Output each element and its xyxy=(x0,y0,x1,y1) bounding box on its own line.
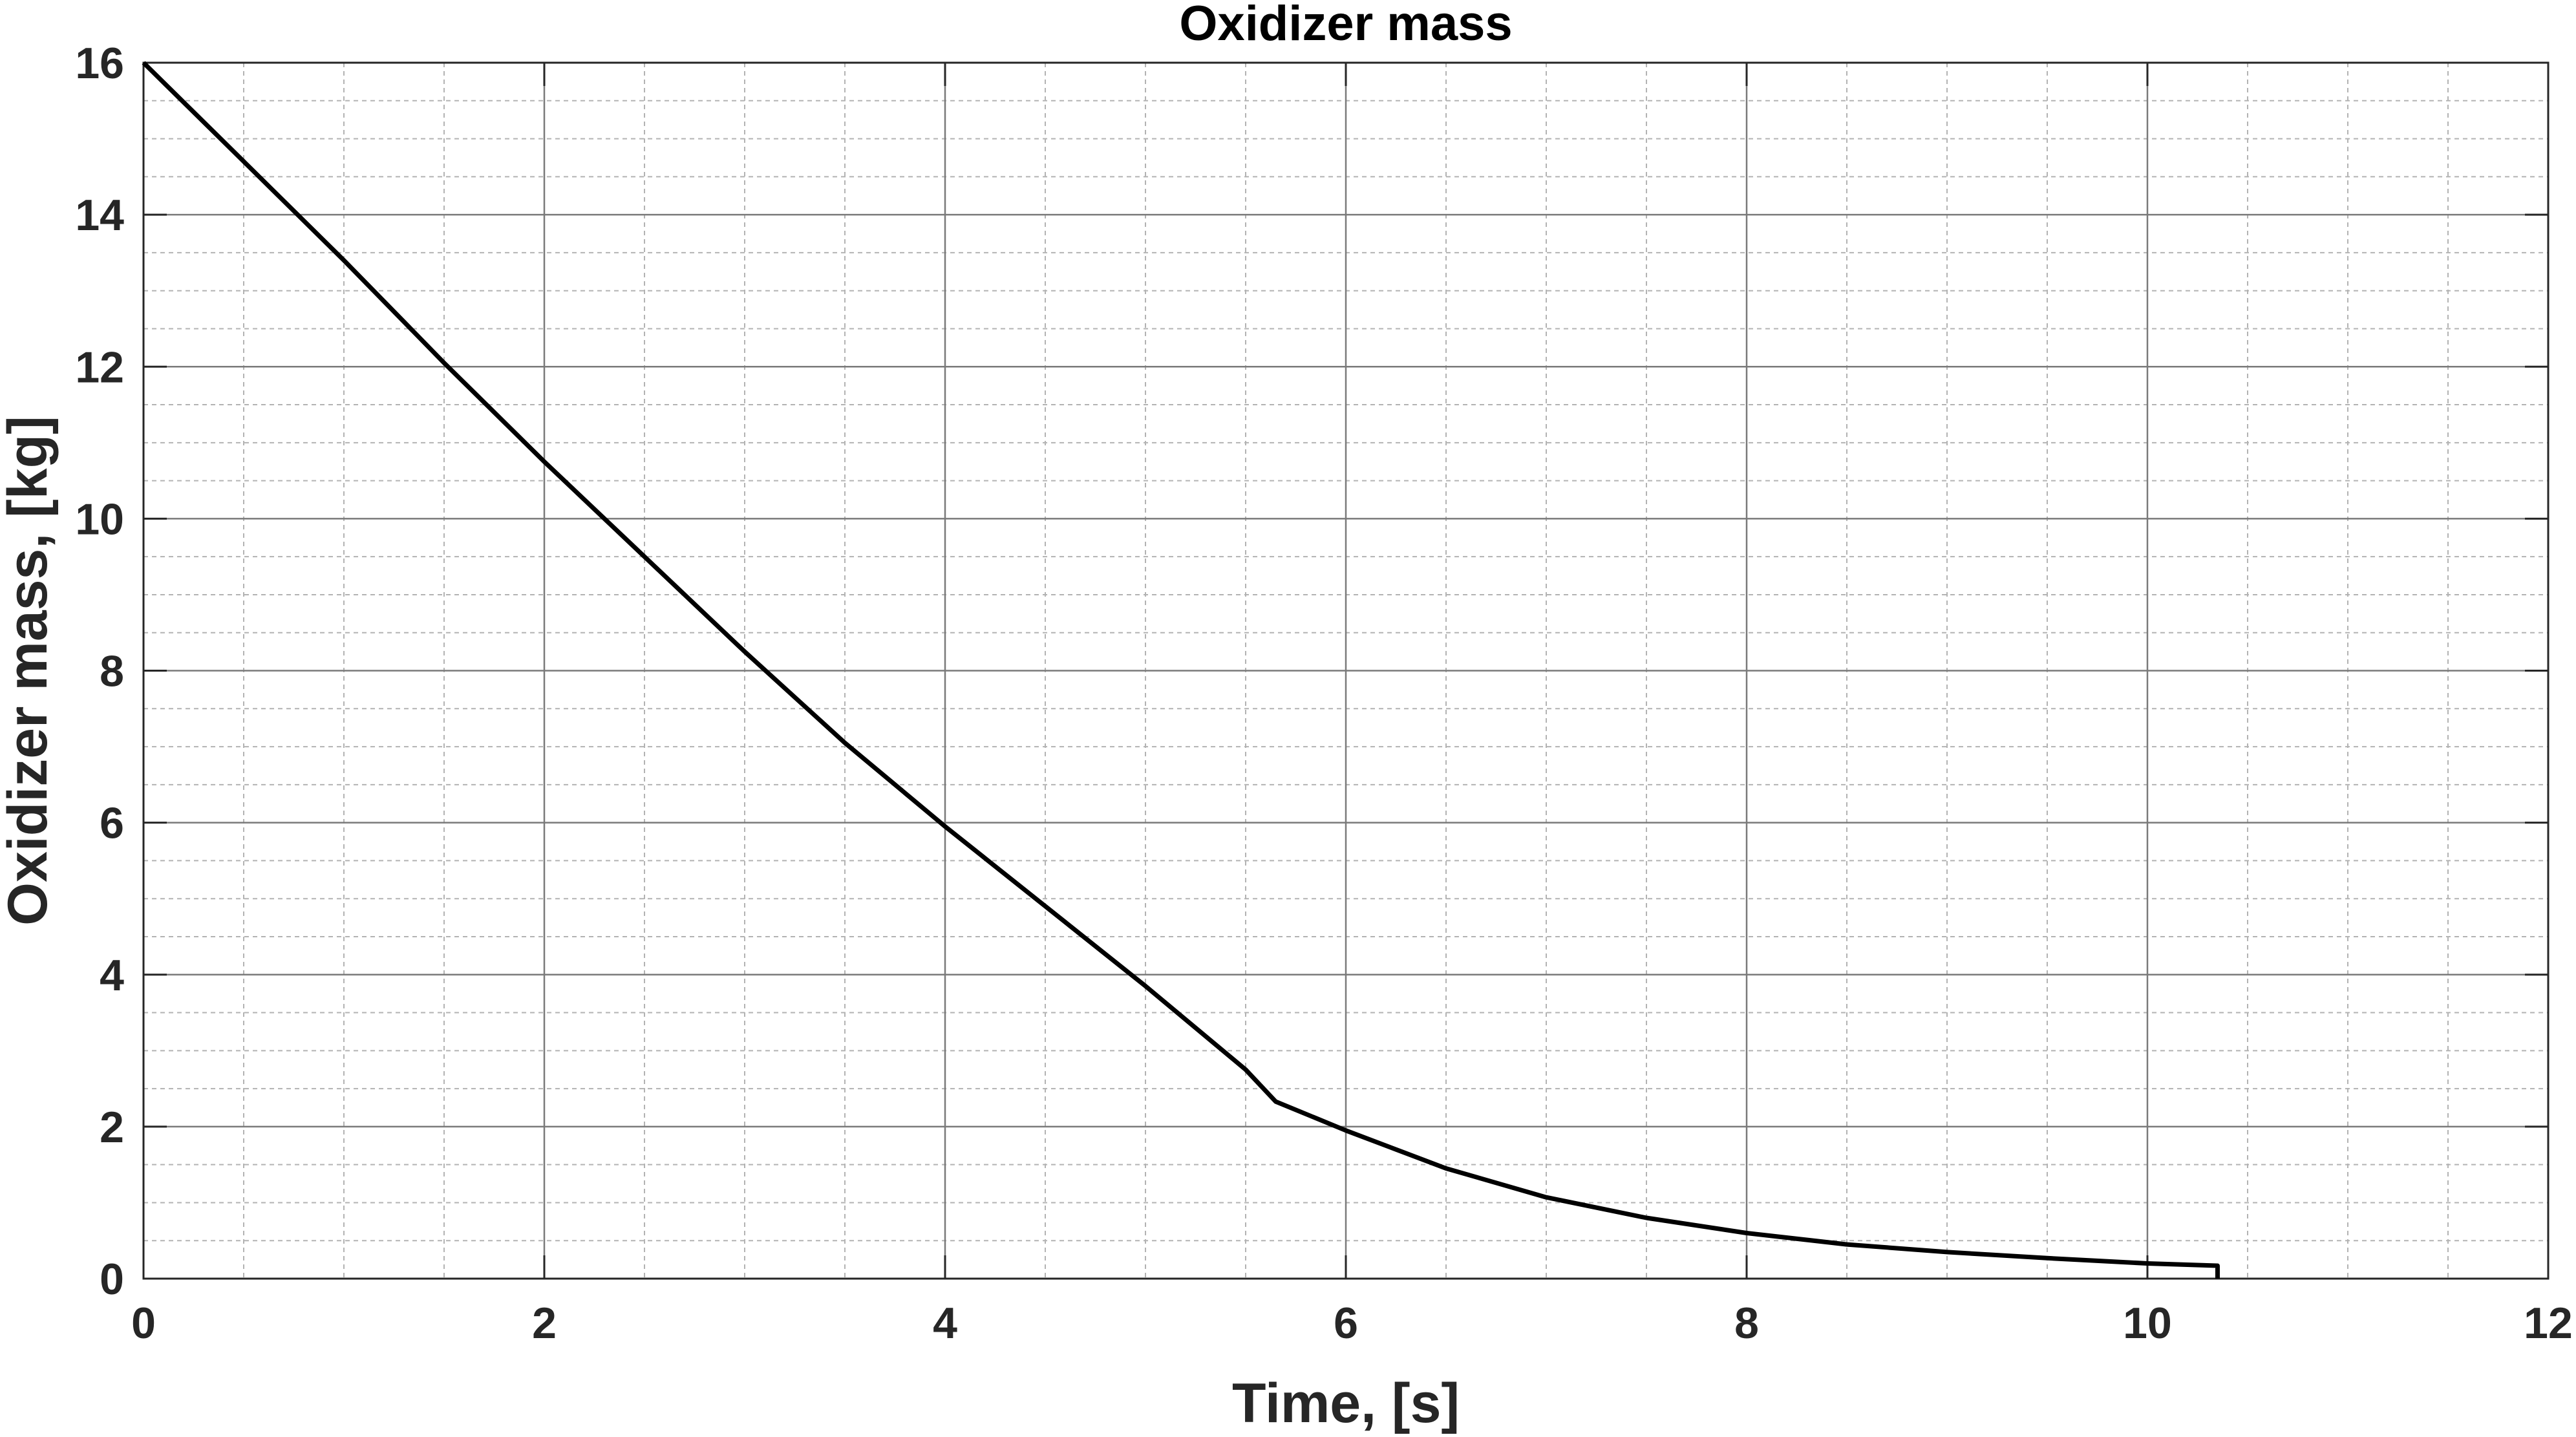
chart-title: Oxidizer mass xyxy=(1179,0,1512,51)
y-tick-label: 12 xyxy=(75,343,124,392)
y-tick-label: 16 xyxy=(75,39,124,88)
y-tick-label: 10 xyxy=(75,495,124,544)
x-tick-label: 6 xyxy=(1334,1299,1358,1348)
major-grid xyxy=(144,63,2548,1279)
x-tick-label: 2 xyxy=(532,1299,557,1348)
y-tick-label: 2 xyxy=(100,1103,124,1152)
y-axis-title: Oxidizer mass, [kg] xyxy=(0,416,59,926)
y-tick-label: 0 xyxy=(100,1255,124,1304)
x-tick-label: 8 xyxy=(1734,1299,1759,1348)
axis-ticks xyxy=(142,61,2549,1280)
y-tick-label: 8 xyxy=(100,647,124,696)
series-layer xyxy=(142,61,2220,1279)
y-tick-label: 14 xyxy=(75,191,124,240)
y-tick-label: 4 xyxy=(100,951,124,1000)
x-tick-labels: 0 2 4 6 8 10 12 xyxy=(131,1299,2573,1348)
oxidizer-mass-line xyxy=(142,61,2220,1279)
y-tick-label: 6 xyxy=(100,799,124,848)
x-tick-label: 4 xyxy=(933,1299,957,1348)
x-axis-title: Time, [s] xyxy=(1232,1372,1460,1434)
x-tick-label: 0 xyxy=(131,1299,156,1348)
y-tick-labels: 0 2 4 6 8 10 12 14 16 xyxy=(75,39,124,1304)
x-tick-label: 10 xyxy=(2123,1299,2172,1348)
x-tick-label: 12 xyxy=(2524,1299,2573,1348)
